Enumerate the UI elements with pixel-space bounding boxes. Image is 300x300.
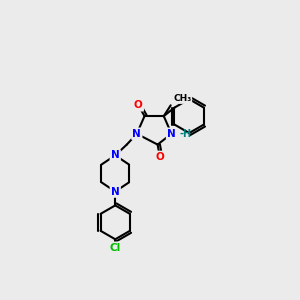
- Text: N: N: [167, 129, 176, 139]
- Text: N: N: [111, 187, 120, 196]
- Text: Cl: Cl: [110, 243, 121, 253]
- Text: N: N: [111, 150, 120, 160]
- Text: O: O: [155, 152, 164, 162]
- Text: O: O: [134, 100, 143, 110]
- Text: -H: -H: [179, 129, 191, 139]
- Text: N: N: [132, 129, 141, 139]
- Text: CH₃: CH₃: [173, 94, 191, 103]
